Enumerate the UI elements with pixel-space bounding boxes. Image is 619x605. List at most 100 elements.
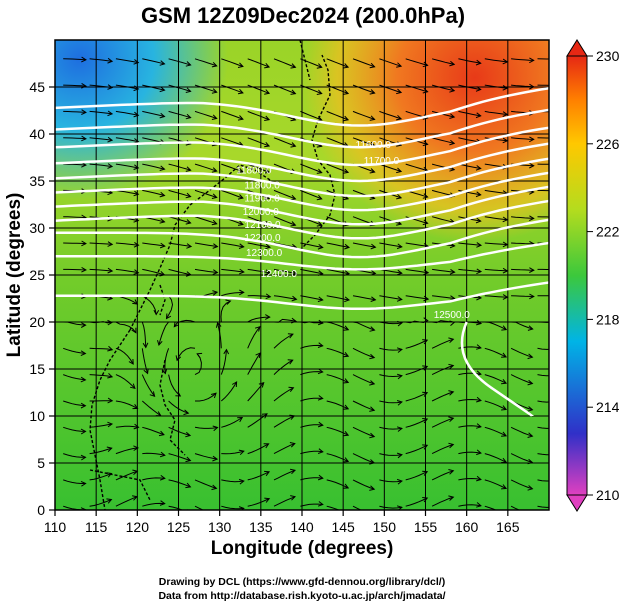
streamline-arrowhead (185, 431, 192, 438)
streamline-arrowhead (476, 449, 482, 456)
streamline (273, 496, 296, 507)
streamline (273, 189, 296, 200)
streamline (247, 295, 271, 298)
streamline-arrowhead (501, 352, 508, 358)
streamline-arrowhead (237, 416, 244, 423)
streamline (379, 216, 402, 225)
streamline-arrowhead (448, 416, 455, 422)
credit-drawing: Drawing by DCL (https://www.gfd-dennou.o… (159, 576, 445, 588)
streamline (115, 347, 134, 365)
streamline (247, 352, 261, 375)
streamline-arrowhead (527, 353, 534, 360)
streamline-arrowhead (369, 432, 376, 439)
streamline (484, 137, 508, 142)
streamline (115, 268, 139, 274)
x-tick-label: 110 (44, 519, 67, 535)
streamline-arrowhead (237, 194, 244, 200)
streamline-arrowhead (128, 358, 134, 365)
streamline (247, 242, 271, 248)
x-tick-label: 150 (373, 519, 397, 535)
colorbar-top-arrow (566, 39, 588, 57)
streamline (220, 300, 231, 323)
streamline (247, 443, 269, 455)
streamline (326, 110, 349, 121)
streamline-arrowhead (185, 192, 192, 199)
streamline (484, 268, 508, 272)
streamline (63, 110, 86, 113)
streamline (300, 424, 323, 428)
streamline-arrowhead (555, 478, 560, 483)
streamline-arrowhead (211, 167, 218, 173)
streamline-arrowhead (555, 373, 560, 378)
streamline (221, 110, 244, 120)
figure-title: GSM 12Z09Dec2024 (200.0hPa) (141, 3, 465, 28)
y-tick-label: 0 (37, 502, 45, 518)
streamline-arrowhead (369, 512, 374, 517)
streamline (510, 453, 533, 463)
streamline-arrowhead (149, 391, 156, 398)
streamline-arrowhead (317, 319, 324, 326)
streamline-arrowhead (80, 376, 87, 383)
streamline (379, 505, 402, 509)
streamline-arrowhead (183, 409, 190, 416)
streamline (511, 295, 534, 297)
streamline (89, 347, 113, 351)
streamline-arrowhead (239, 289, 245, 296)
streamline-arrowhead (396, 193, 403, 200)
streamline-arrowhead (186, 243, 193, 249)
streamline (142, 242, 165, 247)
streamline (352, 189, 375, 199)
streamline (221, 137, 244, 146)
streamline (352, 58, 375, 68)
streamline (431, 470, 454, 481)
streamline-arrowhead (237, 167, 244, 174)
streamline (194, 268, 218, 273)
streamline-arrowhead (131, 327, 137, 334)
streamline-arrowhead (317, 421, 324, 428)
x-tick-label: 140 (290, 519, 314, 535)
y-axis-label: Latitude (degrees) (4, 193, 25, 358)
streamline-arrowhead (345, 509, 346, 510)
contour-label: 11600.0 (356, 140, 392, 151)
streamline (168, 505, 184, 510)
streamline (484, 216, 508, 221)
streamline-arrowhead (264, 141, 271, 148)
x-tick-label: 165 (496, 519, 520, 535)
streamline-arrowhead (529, 293, 535, 300)
streamline-arrowhead (80, 350, 87, 357)
streamline-arrowhead (475, 191, 482, 198)
streamline (115, 496, 138, 507)
streamline (63, 453, 86, 458)
streamline (194, 163, 217, 172)
streamline-arrowhead (159, 86, 166, 93)
streamline (115, 447, 139, 455)
streamline (173, 319, 196, 328)
streamline (352, 400, 375, 411)
x-axis-ticks: 110 115 120 125 130 135 140 145 150 155 160 165 (44, 510, 520, 535)
streamline (379, 426, 402, 430)
streamline-arrowhead (185, 87, 192, 93)
streamline (326, 426, 349, 436)
streamline (484, 58, 508, 63)
streamline-arrowhead (556, 241, 560, 246)
contour-label: 11800.0 (236, 166, 272, 177)
streamline-arrowhead (185, 113, 192, 120)
streamline-arrowhead (159, 500, 166, 506)
streamline (141, 321, 147, 348)
streamline (63, 268, 86, 271)
streamline (458, 242, 482, 246)
y-axis-ticks: 0 5 10 15 20 25 30 35 40 45 (29, 79, 55, 518)
streamline-arrowhead (555, 505, 560, 510)
streamline-arrowhead (555, 426, 560, 431)
streamline (405, 58, 428, 66)
streamline (326, 374, 349, 383)
streamline (379, 58, 402, 67)
streamline-arrowhead (133, 164, 140, 170)
streamline-arrowhead (185, 61, 192, 67)
streamline-arrowhead (264, 89, 271, 95)
streamline-arrowhead (107, 57, 114, 64)
streamline (484, 400, 507, 410)
streamline-arrowhead (159, 475, 166, 481)
x-axis-label: Longitude (degrees) (211, 538, 394, 559)
streamline (63, 216, 86, 219)
